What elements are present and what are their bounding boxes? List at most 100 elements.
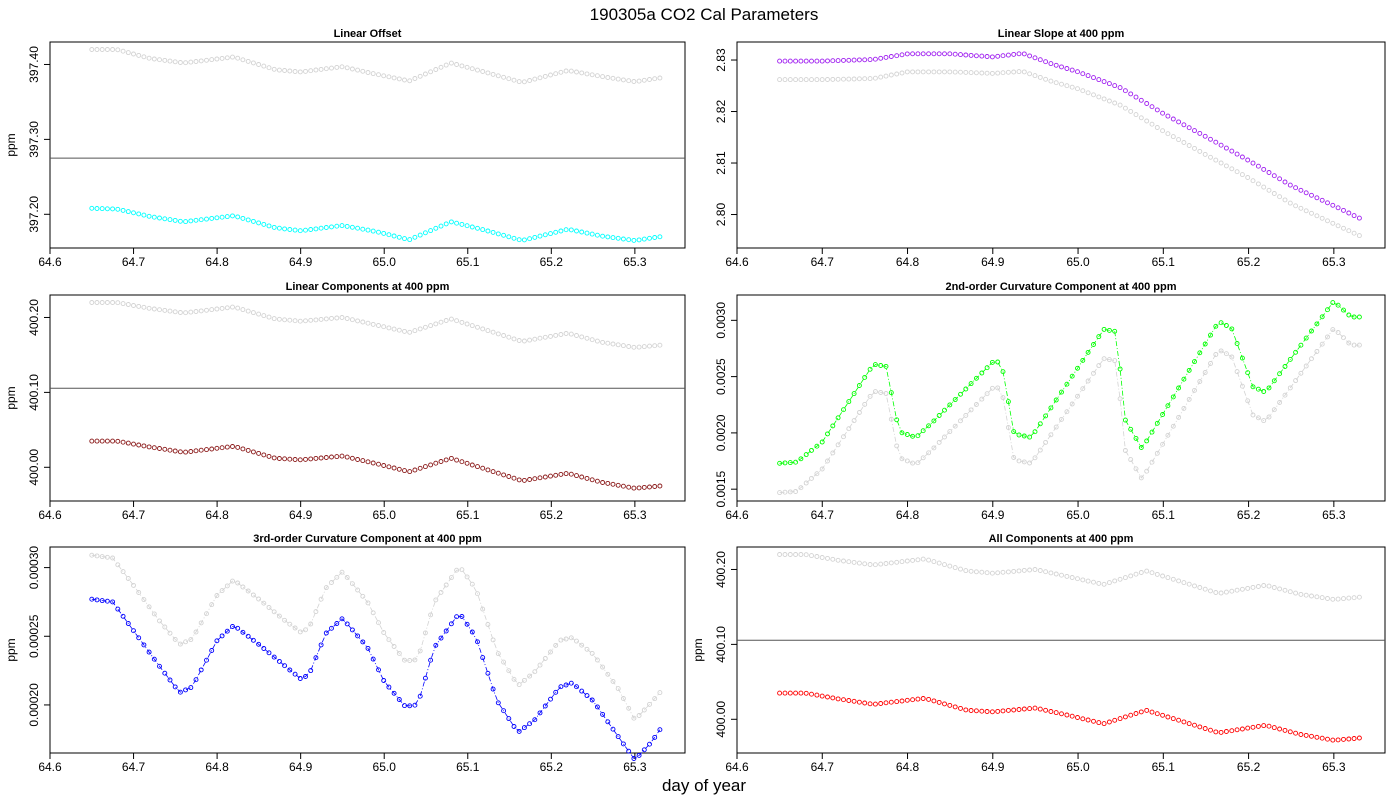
x-tick-label: 65.2	[540, 760, 564, 774]
data-point	[798, 77, 804, 83]
data-point	[878, 363, 884, 368]
data-point	[787, 460, 793, 466]
data-point	[867, 76, 873, 82]
data-point	[1245, 157, 1251, 163]
data-point	[490, 329, 496, 335]
data-point	[936, 413, 942, 418]
data-point	[615, 686, 621, 692]
data-point	[1096, 720, 1102, 726]
data-point	[936, 560, 942, 566]
data-point	[303, 456, 308, 462]
data-point	[146, 604, 152, 610]
data-point	[459, 614, 465, 619]
y-tick-label: 0.0020	[714, 414, 728, 451]
x-tick-label: 65.0	[373, 255, 397, 269]
data-point	[809, 58, 814, 64]
data-point	[297, 318, 303, 324]
x-tick-label: 65.1	[456, 760, 480, 774]
data-point	[1101, 721, 1107, 727]
data-point	[475, 225, 480, 231]
data-point	[1351, 595, 1357, 601]
data-point	[1271, 173, 1277, 179]
data-point	[167, 630, 173, 636]
data-point	[1160, 573, 1166, 579]
data-point	[1091, 92, 1096, 98]
data-point	[214, 215, 220, 221]
data-point	[894, 559, 900, 565]
data-point	[1303, 190, 1309, 196]
data-point	[177, 641, 183, 647]
data-point	[469, 323, 475, 329]
data-point	[931, 51, 937, 57]
data-point	[568, 680, 574, 686]
data-point	[193, 629, 199, 635]
data-point	[814, 443, 820, 449]
data-point	[1266, 385, 1272, 391]
data-point	[391, 644, 397, 649]
data-point	[282, 456, 288, 462]
data-point	[1282, 392, 1288, 398]
data-point	[464, 321, 470, 327]
data-point	[167, 447, 173, 453]
data-point	[574, 473, 579, 479]
data-point	[521, 677, 527, 683]
data-point	[1080, 716, 1086, 722]
x-tick-label: 64.8	[896, 760, 920, 774]
data-point	[376, 461, 381, 467]
data-point	[1112, 83, 1118, 89]
data-point	[610, 481, 616, 487]
data-point	[521, 725, 527, 731]
data-point	[344, 574, 350, 580]
data-point	[605, 480, 611, 486]
plot-frame	[736, 41, 1386, 249]
data-point	[287, 456, 293, 462]
data-point	[1138, 475, 1144, 481]
data-point	[989, 359, 995, 365]
data-point	[1154, 711, 1160, 717]
data-point	[99, 206, 105, 212]
data-point	[104, 438, 110, 444]
data-point	[878, 55, 884, 61]
data-point	[1266, 187, 1272, 193]
data-point	[261, 313, 267, 319]
data-point	[936, 439, 942, 445]
data-point	[308, 456, 314, 462]
data-point	[615, 342, 621, 348]
data-point	[947, 402, 953, 408]
data-point	[495, 73, 501, 79]
data-point	[910, 557, 916, 563]
data-point	[563, 636, 569, 642]
data-point	[1229, 354, 1235, 360]
data-point	[1027, 53, 1033, 59]
data-point	[99, 47, 105, 52]
data-point	[610, 726, 616, 732]
data-point	[162, 216, 168, 222]
data-point	[454, 220, 460, 226]
data-point	[553, 472, 559, 478]
data-point	[1122, 105, 1128, 111]
data-point	[438, 459, 444, 464]
data-point	[584, 335, 590, 341]
data-point	[516, 79, 522, 85]
data-point	[204, 307, 209, 313]
data-point	[968, 381, 974, 387]
x-tick-label: 65.2	[1237, 508, 1261, 522]
data-point	[1319, 735, 1325, 741]
data-point	[1149, 459, 1155, 465]
x-tick-label: 64.9	[289, 508, 313, 522]
data-point	[1197, 148, 1203, 154]
data-point	[626, 484, 632, 490]
data-point	[532, 717, 538, 723]
plot-frame	[49, 41, 686, 249]
data-point	[511, 475, 517, 481]
data-point	[162, 307, 168, 313]
data-point	[360, 226, 366, 232]
data-point	[162, 670, 168, 676]
data-point	[626, 344, 632, 349]
data-point	[1069, 575, 1075, 580]
panel-title: Linear Slope at 400 ppm	[998, 28, 1125, 40]
data-point	[521, 477, 527, 483]
data-point	[589, 697, 595, 703]
data-point	[115, 47, 121, 53]
data-point	[516, 477, 522, 483]
